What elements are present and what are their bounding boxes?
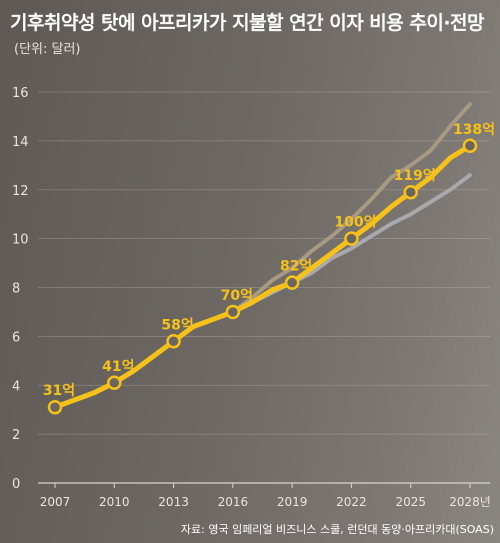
data-label: 100억 (334, 215, 376, 231)
main-series-line (52, 143, 473, 410)
x-tick-label: 2025 (395, 495, 426, 509)
y-tick-label: 16 (12, 86, 29, 101)
data-label: 82억 (280, 259, 312, 275)
x-tick-label: 2022 (336, 495, 367, 509)
x-tick-label: 2007 (40, 495, 71, 509)
data-label: 138억 (453, 122, 495, 138)
y-tick-label: 6 (12, 330, 20, 345)
data-point-marker (284, 275, 300, 290)
data-point-marker (462, 138, 478, 154)
data-point-marker (344, 231, 359, 246)
chart-title: 기후취약성 탓에 아프리카가 지불할 연간 이자 비용 추이·전망 (10, 12, 485, 34)
y-tick-label: 8 (12, 282, 20, 297)
data-point-marker (107, 375, 122, 391)
y-tick-label: 2 (12, 428, 20, 443)
data-label: 31억 (43, 383, 75, 399)
y-tick-label: 10 (12, 233, 29, 248)
y-tick-label: 4 (12, 379, 20, 394)
upper-scenario-line (230, 102, 472, 314)
source-note: 자료: 영국 임페리얼 비즈니스 스쿨, 런던대 동양·아프리카대(SOAS) (180, 523, 494, 536)
x-tick-label: 2019 (277, 495, 308, 509)
unit-label: (단위: 달러) (14, 42, 81, 57)
data-point-marker (225, 304, 241, 320)
x-tick-label: 2013 (158, 495, 189, 509)
x-tick-label: 2010 (99, 495, 130, 509)
y-tick-label: 12 (12, 184, 29, 199)
x-tick-label: 2016 (218, 495, 249, 509)
data-point-marker (47, 399, 63, 415)
x-tick-label: 2028년 (449, 495, 491, 509)
data-label: 70억 (221, 288, 253, 304)
y-tick-label: 14 (12, 135, 29, 150)
data-point-marker (166, 334, 181, 349)
data-label: 119억 (394, 168, 436, 184)
y-tick-label: 0 (12, 477, 20, 492)
data-point-marker (403, 184, 418, 200)
data-label: 58억 (161, 317, 193, 333)
data-label: 41억 (102, 359, 134, 375)
